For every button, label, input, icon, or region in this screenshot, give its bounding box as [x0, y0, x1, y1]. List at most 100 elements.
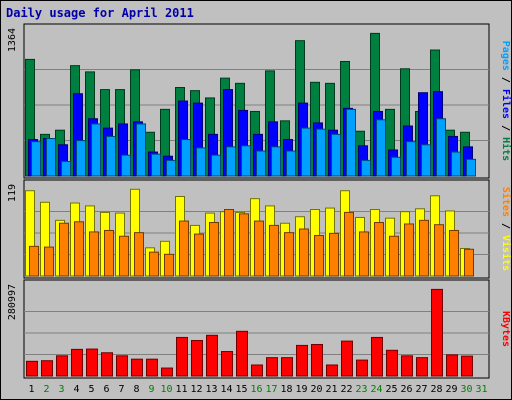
bar-sites-4: [74, 221, 84, 277]
y-max-label: 280997: [7, 284, 18, 320]
x-tick-label: 9: [148, 384, 154, 395]
bar-kbytes-11: [176, 336, 188, 377]
bar-sites-1: [29, 245, 39, 277]
chart-title: Daily usage for April 2011: [6, 6, 194, 20]
bar-kbytes-7: [116, 355, 128, 377]
bar-kbytes-8: [131, 358, 143, 377]
x-tick-label: 3: [58, 384, 64, 395]
x-tick-label: 11: [175, 384, 187, 395]
x-tick-label: 2: [43, 384, 49, 395]
bar-sites-28: [434, 224, 444, 277]
bar-kbytes-19: [296, 344, 308, 377]
x-tick-label: 22: [340, 384, 352, 395]
bar-kbytes-6: [101, 352, 113, 377]
bar-pages-23: [361, 159, 371, 177]
bar-pages-25: [391, 156, 401, 177]
x-tick-label: 5: [88, 384, 94, 395]
bar-kbytes-3: [56, 355, 68, 377]
bar-kbytes-30: [461, 355, 473, 377]
y-max-label: 119: [7, 184, 18, 202]
bar-sites-2: [44, 246, 54, 277]
bar-pages-18: [286, 150, 296, 177]
bar-pages-29: [451, 151, 461, 177]
bar-pages-6: [106, 135, 116, 177]
bar-pages-13: [211, 154, 221, 177]
bar-sites-3: [59, 222, 69, 277]
x-tick-label: 10: [160, 384, 172, 395]
x-tick-label: 24: [370, 384, 382, 395]
bar-sites-29: [449, 229, 459, 277]
series-legend: KBytes: [500, 311, 511, 347]
bar-pages-20: [316, 128, 326, 177]
bar-sites-24: [374, 222, 384, 277]
x-tick-label: 21: [325, 384, 337, 395]
bar-pages-7: [121, 154, 131, 177]
bar-pages-11: [181, 139, 191, 177]
bar-pages-17: [271, 146, 281, 177]
bar-kbytes-24: [371, 336, 383, 377]
bar-kbytes-13: [206, 334, 218, 377]
x-tick-label: 12: [190, 384, 202, 395]
bar-sites-7: [119, 235, 129, 277]
bar-kbytes-15: [236, 330, 248, 377]
bar-pages-10: [166, 159, 176, 177]
x-tick-label: 14: [220, 384, 232, 395]
x-tick-label: 13: [205, 384, 217, 395]
bar-sites-21: [329, 232, 339, 277]
x-tick-label: 17: [265, 384, 277, 395]
bar-pages-28: [436, 118, 446, 177]
bar-pages-14: [226, 146, 236, 177]
legend-entry: /: [500, 71, 511, 89]
x-tick-label: 6: [103, 384, 109, 395]
bar-sites-17: [269, 224, 279, 277]
legend-entry: Files: [500, 89, 512, 119]
bar-pages-16: [256, 150, 266, 177]
legend-entry: /: [500, 217, 511, 235]
bar-pages-9: [151, 153, 161, 177]
bar-kbytes-14: [221, 351, 233, 377]
bar-sites-12: [194, 233, 204, 277]
legend-entry: Visits: [500, 235, 512, 271]
bar-kbytes-17: [266, 357, 278, 377]
bar-sites-19: [299, 228, 309, 277]
legend-entry: Hits: [500, 137, 512, 161]
bar-sites-11: [179, 220, 189, 277]
bar-sites-25: [389, 235, 399, 277]
bar-sites-9: [149, 251, 159, 277]
bar-sites-22: [344, 211, 354, 277]
x-tick-label: 25: [385, 384, 397, 395]
bar-pages-2: [46, 138, 56, 177]
bar-kbytes-21: [326, 364, 338, 377]
bar-sites-16: [254, 220, 264, 277]
bar-pages-22: [346, 108, 356, 177]
bar-sites-14: [224, 209, 234, 277]
bar-pages-12: [196, 147, 206, 177]
bar-kbytes-28: [431, 288, 443, 377]
bar-sites-10: [164, 253, 174, 277]
bar-sites-5: [89, 231, 99, 277]
bar-kbytes-25: [386, 349, 398, 377]
legend-entry: Pages: [500, 41, 511, 71]
bar-kbytes-27: [416, 357, 428, 377]
x-tick-label: 31: [475, 384, 487, 395]
bar-sites-27: [419, 219, 429, 277]
bar-kbytes-2: [41, 360, 53, 377]
bar-kbytes-12: [191, 339, 203, 377]
bar-pages-24: [376, 119, 386, 177]
bar-pages-26: [406, 141, 416, 177]
bar-pages-5: [91, 123, 101, 177]
bar-pages-8: [136, 123, 146, 177]
bar-kbytes-20: [311, 343, 323, 377]
x-tick-label: 29: [445, 384, 457, 395]
bar-sites-30: [464, 248, 474, 277]
y-max-label: 1364: [7, 28, 18, 52]
x-tick-label: 18: [280, 384, 292, 395]
bar-kbytes-23: [356, 359, 368, 377]
x-tick-label: 7: [118, 384, 124, 395]
legend-entry: KBytes: [500, 311, 511, 347]
bar-kbytes-16: [251, 364, 263, 377]
bar-sites-26: [404, 223, 414, 277]
bar-sites-18: [284, 232, 294, 277]
bar-kbytes-29: [446, 354, 458, 377]
x-tick-label: 20: [310, 384, 322, 395]
